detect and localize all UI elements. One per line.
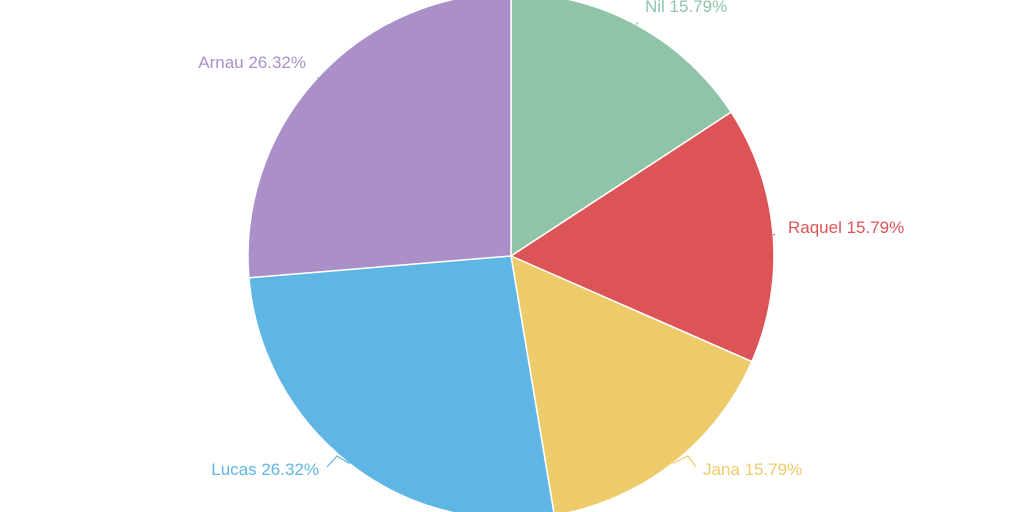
pie-slice-lucas	[248, 255, 555, 512]
leader-line-arnau	[316, 76, 319, 79]
slice-label-raquel: Raquel 15.79%	[788, 218, 904, 237]
leader-line-nil	[635, 21, 639, 26]
slice-label-nil: Nil 15.79%	[645, 0, 727, 16]
leader-line-raquel	[772, 233, 776, 236]
leader-line-lucas	[326, 455, 350, 468]
pie-slice-raquel	[509, 111, 775, 363]
pie-leader-lines	[316, 21, 776, 468]
slice-label-jana: Jana 15.79%	[703, 460, 802, 479]
pie-slices	[247, 0, 775, 512]
slice-label-arnau: Arnau 26.32%	[198, 53, 306, 72]
slice-label-lucas: Lucas 26.32%	[211, 460, 319, 479]
leader-line-jana	[672, 455, 697, 468]
pie-slice-arnau	[247, 0, 512, 279]
pie-slice-nil	[510, 0, 733, 258]
pie-labels: Nil 15.79% Raquel 15.79% Jana 15.79% Lucas …	[198, 0, 904, 479]
